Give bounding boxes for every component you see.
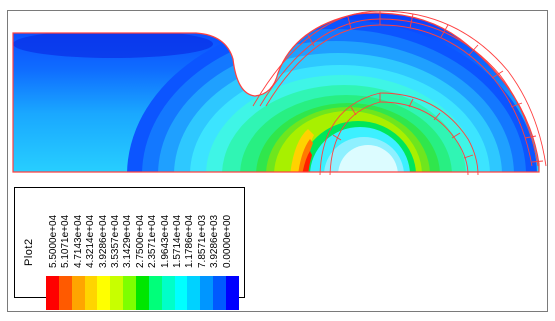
legend-color-bar [46, 276, 239, 310]
legend-level-label: 3.5357e+04 [110, 214, 121, 268]
domain-outline [12, 12, 540, 173]
legend-swatch [226, 276, 239, 310]
legend-level-label: 3.9286e+04 [97, 214, 109, 268]
legend-level-label: 7.8571e+03 [196, 214, 208, 268]
legend-swatch [200, 276, 214, 310]
legend-level-label: 1.1786e+04 [184, 214, 196, 268]
legend-swatch [97, 276, 111, 310]
legend-swatch [123, 276, 137, 310]
legend-level-label: 5.5000e+04 [48, 214, 59, 268]
legend-swatch [174, 276, 188, 310]
legend-level-label: 5.1071e+04 [60, 214, 72, 268]
legend-level-label: 2.3571e+04 [147, 214, 159, 268]
legend-swatch [110, 276, 124, 310]
inner-mesh-ring [319, 92, 479, 176]
legend-swatch [161, 276, 175, 310]
legend-swatch [148, 276, 162, 310]
legend-level-label: 0.0000e+00 [221, 214, 233, 268]
legend-level-label: 3.1429e+04 [122, 214, 134, 268]
legend-level-label: 1.9643e+04 [159, 214, 171, 268]
contour-fill [13, 13, 539, 173]
legend-level-label: 4.7143e+04 [72, 214, 84, 268]
legend-box: Plot2 5.5000e+04 5.1071e+04 4.7143e+04 4.32… [14, 187, 245, 310]
legend-level-label: 3.9286e+03 [209, 214, 221, 268]
legend-swatch [187, 276, 201, 310]
legend-level-label: 2.7500e+04 [134, 214, 146, 268]
legend-level-label: 1.5714e+04 [172, 214, 183, 268]
legend-swatch [58, 276, 72, 310]
legend-swatch [136, 276, 149, 310]
legend-swatch [84, 276, 98, 310]
legend-swatch [71, 276, 85, 310]
legend-level-label: 4.3214e+04 [85, 214, 97, 268]
outer-mesh-shell [252, 11, 547, 167]
legend-swatch [46, 276, 59, 310]
plot-frame [7, 10, 548, 312]
contour-field [12, 11, 547, 176]
legend-swatch [213, 276, 227, 310]
